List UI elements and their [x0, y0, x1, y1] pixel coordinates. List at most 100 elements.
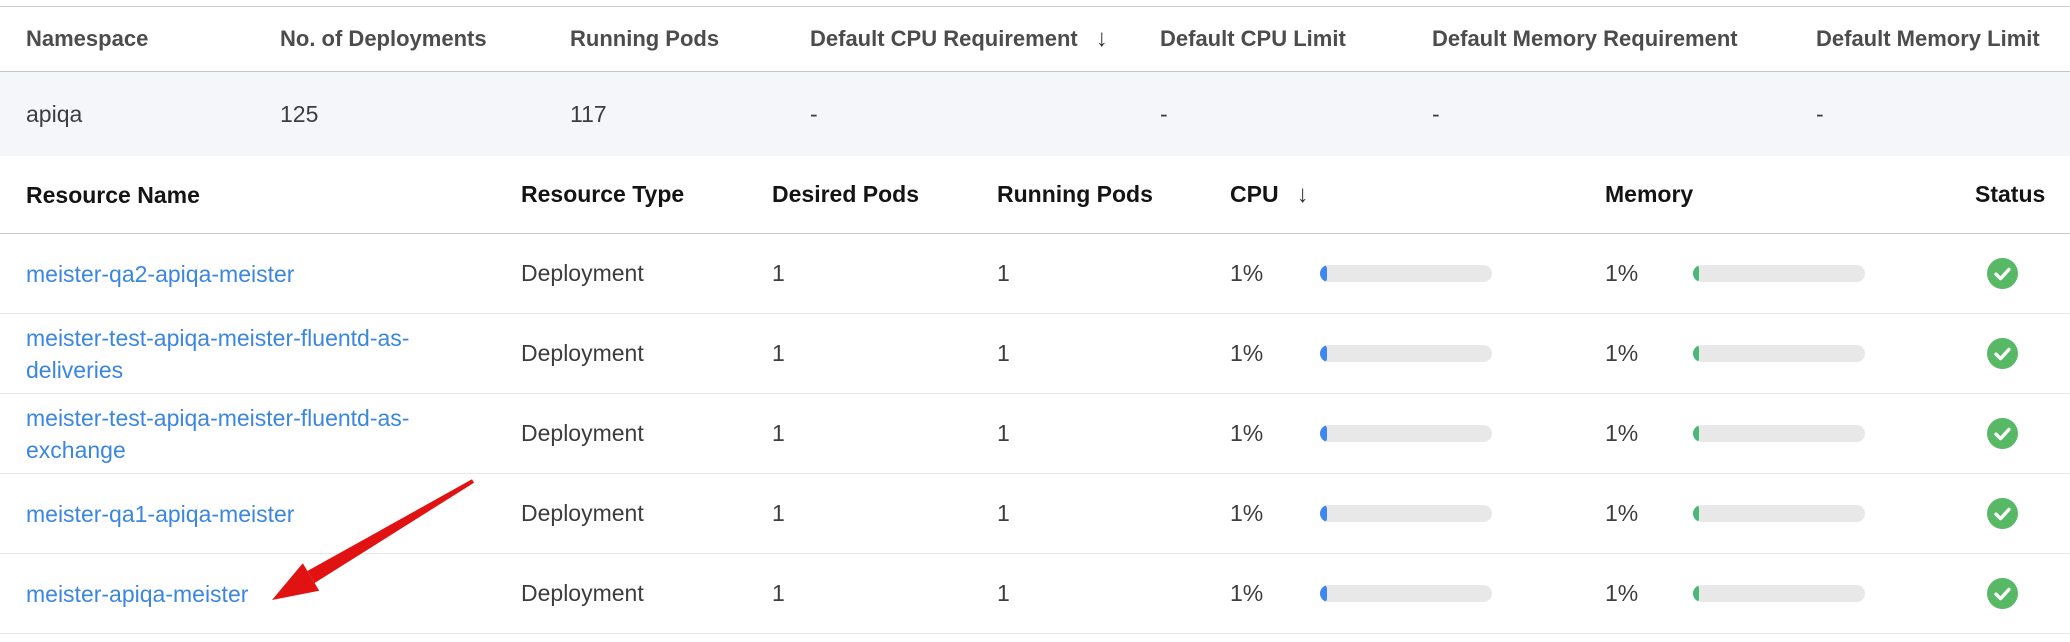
memory-usage-bar — [1693, 345, 1865, 362]
cell-running-pods: 1 — [997, 500, 1010, 526]
col-header-default-cpu-limit: Default CPU Limit — [1160, 26, 1346, 51]
resource-row: meister-apiqa-meister Deployment 1 1 1% … — [0, 554, 2070, 634]
cell-status — [1930, 578, 2070, 609]
sort-descending-icon[interactable]: ↓ — [1095, 25, 1108, 52]
cell-status — [1930, 338, 2070, 369]
cell-running-pods: 1 — [997, 340, 1010, 366]
status-healthy-icon — [1987, 498, 2070, 529]
resource-name-link-meister-apiqa-meister[interactable]: meister-apiqa-meister — [26, 580, 249, 607]
status-healthy-icon — [1987, 338, 2070, 369]
cell-default-cpu-limit: - — [1160, 100, 1168, 127]
cpu-percent: 1% — [1230, 580, 1264, 606]
status-healthy-icon — [1987, 258, 2070, 289]
cell-memory-usage: 1% — [1575, 260, 1930, 287]
cell-resource-name: meister-qa2-apiqa-meister — [0, 258, 497, 290]
cpu-usage-bar — [1320, 505, 1492, 522]
cell-memory-usage: 1% — [1575, 580, 1930, 607]
col-header-resource-name: Resource Name — [26, 181, 200, 208]
cell-desired-pods: 1 — [772, 500, 785, 526]
status-healthy-icon — [1987, 418, 2070, 449]
namespace-row-apiqa[interactable]: apiqa 125 117 - - - - — [0, 72, 2070, 156]
cell-running-pods: 1 — [997, 260, 1010, 286]
cpu-usage-bar-fill — [1320, 425, 1327, 442]
memory-usage-bar-fill — [1693, 265, 1699, 282]
col-header-no-of-deployments: No. of Deployments — [280, 26, 487, 51]
cell-default-memory-limit: - — [1816, 100, 1824, 127]
resource-row: meister-qa2-apiqa-meister Deployment 1 1… — [0, 234, 2070, 314]
cell-default-memory-requirement: - — [1432, 100, 1440, 127]
cell-namespace: apiqa — [26, 100, 83, 127]
memory-usage-bar — [1693, 505, 1865, 522]
resource-name-link[interactable]: meister-qa2-apiqa-meister — [26, 260, 295, 287]
col-header-status: Status — [1975, 181, 2046, 207]
cell-resource-name: meister-test-apiqa-meister-fluentd-as-ex… — [0, 402, 497, 466]
col-header-default-memory-limit: Default Memory Limit — [1816, 26, 2040, 51]
namespace-table-header: Namespace No. of Deployments Running Pod… — [0, 7, 2070, 72]
resource-name-link[interactable]: meister-qa1-apiqa-meister — [26, 500, 295, 527]
cpu-usage-bar-fill — [1320, 265, 1327, 282]
cpu-percent: 1% — [1230, 340, 1264, 366]
col-header-default-cpu-requirement[interactable]: Default CPU Requirement ↓ — [790, 25, 1140, 53]
cell-running-pods: 117 — [570, 100, 607, 127]
memory-usage-bar — [1693, 585, 1865, 602]
resource-table-header: Resource Name Resource Type Desired Pods… — [0, 156, 2070, 234]
cell-running-pods: 1 — [997, 580, 1010, 606]
cell-cpu-usage: 1% — [1205, 340, 1575, 367]
col-header-running-pods: Running Pods — [997, 181, 1153, 207]
cpu-usage-bar-fill — [1320, 585, 1327, 602]
cell-resource-type: Deployment — [521, 340, 644, 366]
memory-usage-bar-fill — [1693, 425, 1699, 442]
cell-resource-name: meister-apiqa-meister — [0, 578, 497, 610]
cell-memory-usage: 1% — [1575, 500, 1930, 527]
memory-usage-bar-fill — [1693, 505, 1699, 522]
cell-default-cpu-requirement: - — [810, 100, 818, 127]
col-header-resource-type: Resource Type — [521, 181, 685, 207]
memory-usage-bar-fill — [1693, 345, 1699, 362]
col-header-memory: Memory — [1605, 181, 1694, 207]
cell-running-pods: 1 — [997, 420, 1010, 446]
cell-no-of-deployments: 125 — [280, 100, 319, 127]
col-header-default-cpu-requirement-label: Default CPU Requirement — [810, 26, 1078, 51]
memory-usage-bar-fill — [1693, 585, 1699, 602]
sort-descending-icon[interactable]: ↓ — [1296, 180, 1309, 208]
cell-memory-usage: 1% — [1575, 340, 1930, 367]
cell-cpu-usage: 1% — [1205, 420, 1575, 447]
cpu-percent: 1% — [1230, 260, 1264, 286]
resource-name-link[interactable]: meister-test-apiqa-meister-fluentd-as-ex… — [26, 404, 410, 463]
resource-name-link[interactable]: meister-test-apiqa-meister-fluentd-as-de… — [26, 324, 410, 383]
memory-percent: 1% — [1605, 260, 1639, 286]
cpu-usage-bar-fill — [1320, 505, 1327, 522]
resource-row: meister-test-apiqa-meister-fluentd-as-de… — [0, 314, 2070, 394]
cell-memory-usage: 1% — [1575, 420, 1930, 447]
cpu-usage-bar — [1320, 345, 1492, 362]
col-header-namespace: Namespace — [26, 26, 149, 51]
cell-status — [1930, 418, 2070, 449]
panel-top-divider — [0, 0, 2070, 7]
cell-resource-type: Deployment — [521, 420, 644, 446]
cpu-percent: 1% — [1230, 500, 1264, 526]
memory-percent: 1% — [1605, 580, 1639, 606]
memory-usage-bar — [1693, 265, 1865, 282]
col-header-running-pods: Running Pods — [570, 26, 720, 51]
cell-desired-pods: 1 — [772, 580, 785, 606]
cell-cpu-usage: 1% — [1205, 260, 1575, 287]
memory-percent: 1% — [1605, 500, 1639, 526]
resource-row: meister-test-apiqa-meister-fluentd-as-ex… — [0, 394, 2070, 474]
col-header-default-memory-requirement: Default Memory Requirement — [1432, 26, 1738, 51]
col-header-cpu[interactable]: CPU ↓ — [1205, 181, 1575, 209]
cell-status — [1930, 258, 2070, 289]
col-header-cpu-label: CPU — [1230, 180, 1279, 207]
cell-status — [1930, 498, 2070, 529]
cell-desired-pods: 1 — [772, 260, 785, 286]
memory-percent: 1% — [1605, 340, 1639, 366]
memory-usage-bar — [1693, 425, 1865, 442]
cpu-usage-bar-fill — [1320, 345, 1327, 362]
cpu-percent: 1% — [1230, 420, 1264, 446]
cell-resource-name: meister-qa1-apiqa-meister — [0, 498, 497, 530]
resource-row: meister-qa1-apiqa-meister Deployment 1 1… — [0, 474, 2070, 554]
col-header-desired-pods: Desired Pods — [772, 181, 919, 207]
cpu-usage-bar — [1320, 585, 1492, 602]
cell-resource-type: Deployment — [521, 260, 644, 286]
cell-resource-type: Deployment — [521, 500, 644, 526]
